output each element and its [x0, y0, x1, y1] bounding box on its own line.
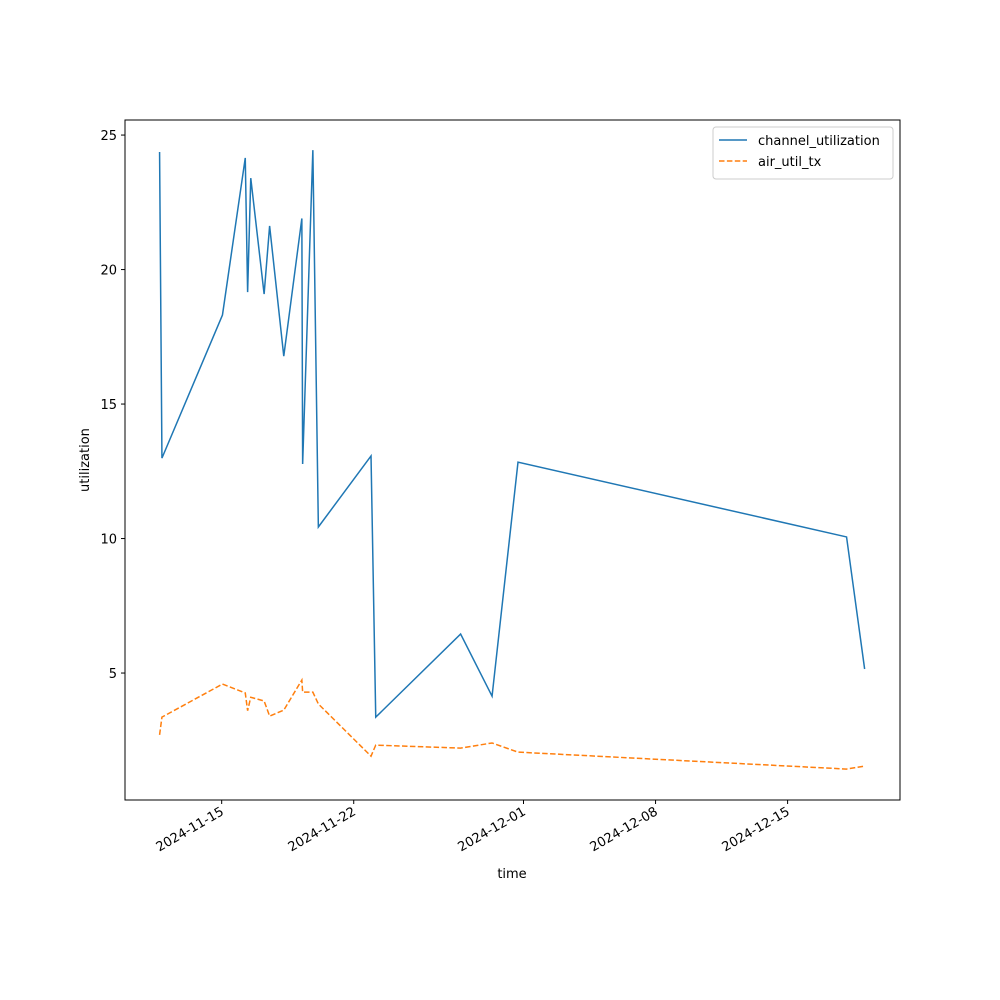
legend-box [712, 126, 894, 180]
y-tick-label: 15 [100, 398, 117, 413]
data-line [158, 677, 865, 770]
y-tick-label: 5 [109, 667, 117, 682]
legend: channel_utilization air_util_tx [712, 126, 894, 180]
y-tick-label: 10 [100, 533, 117, 548]
legend-label: air_util_tx [758, 155, 822, 170]
y-tick-label: 25 [100, 129, 117, 144]
data-line [158, 150, 866, 719]
plot-frame [124, 119, 901, 801]
y-axis-label: utilization [78, 428, 93, 492]
x-axis-label: time [497, 867, 526, 882]
y-tick-label: 20 [100, 264, 117, 279]
legend-label: channel_utilization [758, 134, 880, 149]
